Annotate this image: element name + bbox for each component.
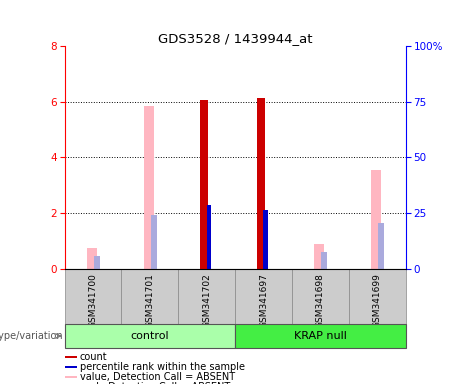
Text: GSM341699: GSM341699 [373, 273, 382, 328]
Text: GSM341702: GSM341702 [202, 273, 211, 328]
Text: GSM341701: GSM341701 [145, 273, 154, 328]
Text: control: control [130, 331, 169, 341]
Text: GSM341700: GSM341700 [89, 273, 97, 328]
Text: genotype/variation: genotype/variation [0, 331, 64, 341]
Bar [121, 269, 178, 324]
Text: GSM341698: GSM341698 [316, 273, 325, 328]
Bar [200, 100, 207, 269]
Bar [94, 256, 100, 269]
Text: percentile rank within the sample: percentile rank within the sample [80, 362, 245, 372]
Bar [207, 205, 211, 269]
Bar [87, 248, 97, 269]
Bar [257, 98, 265, 269]
Bar [65, 269, 121, 324]
Bar [65, 324, 235, 348]
Bar [65, 376, 77, 378]
Title: GDS3528 / 1439944_at: GDS3528 / 1439944_at [158, 32, 313, 45]
Bar [292, 269, 349, 324]
Bar [151, 215, 157, 269]
Bar [235, 324, 406, 348]
Bar [371, 170, 381, 269]
Bar [321, 252, 327, 269]
Bar [378, 223, 384, 269]
Text: KRAP null: KRAP null [294, 331, 347, 341]
Bar [314, 244, 325, 269]
Bar [65, 356, 77, 358]
Text: rank, Detection Call = ABSENT: rank, Detection Call = ABSENT [80, 382, 230, 384]
Bar [65, 366, 77, 368]
Bar [264, 210, 268, 269]
Bar [235, 269, 292, 324]
Text: count: count [80, 352, 107, 362]
Text: GSM341697: GSM341697 [259, 273, 268, 328]
Bar [349, 269, 406, 324]
Text: value, Detection Call = ABSENT: value, Detection Call = ABSENT [80, 372, 235, 382]
Bar [178, 269, 235, 324]
Bar [143, 106, 154, 269]
